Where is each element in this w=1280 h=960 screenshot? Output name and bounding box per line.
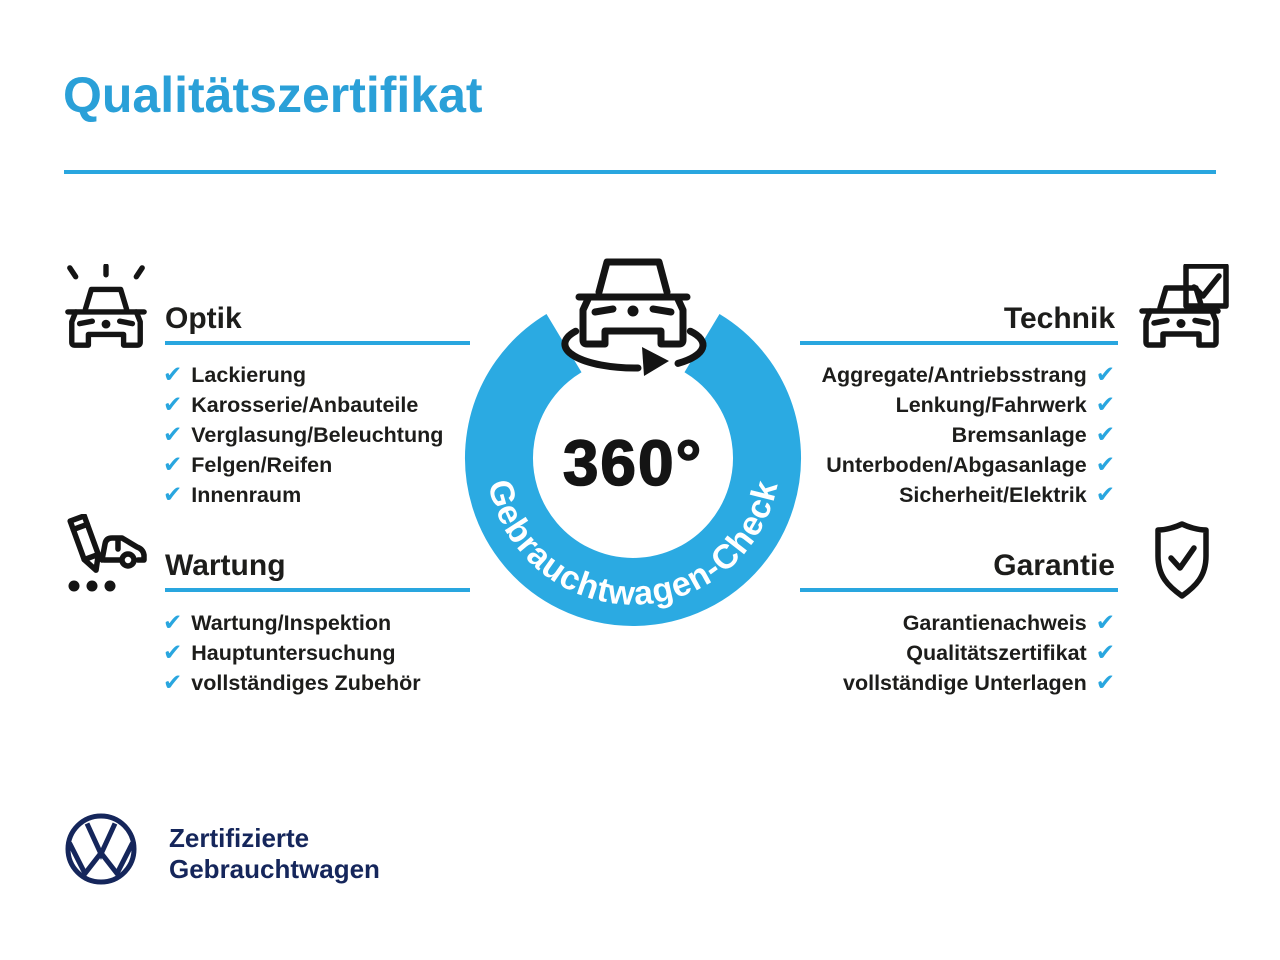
item-label: vollständiges Zubehör bbox=[191, 670, 421, 695]
section-title-technik: Technik bbox=[1003, 302, 1115, 335]
service-pencil-car-icon bbox=[67, 514, 147, 592]
checklist-item: Lenkung/Fahrwerk ✔ bbox=[695, 390, 1115, 420]
checklist-item: ✔ vollständiges Zubehör bbox=[163, 668, 421, 698]
check-icon: ✔ bbox=[163, 390, 183, 417]
checklist-garantie: Garantienachweis ✔ Qualitätszertifikat ✔ v… bbox=[695, 608, 1115, 698]
item-label: Verglasung/Beleuchtung bbox=[191, 422, 444, 447]
section-title-optik: Optik bbox=[165, 302, 242, 335]
item-label: Aggregate/Antriebsstrang bbox=[821, 362, 1087, 387]
footer-claim-line2: Gebrauchtwagen bbox=[169, 854, 380, 884]
check-icon: ✔ bbox=[1095, 668, 1115, 695]
car-shine-icon bbox=[65, 264, 147, 348]
shield-check-icon bbox=[1155, 521, 1209, 599]
check-icon: ✔ bbox=[163, 608, 183, 635]
check-icon: ✔ bbox=[1095, 420, 1115, 447]
checklist-item: ✔ Felgen/Reifen bbox=[163, 450, 443, 480]
check-icon: ✔ bbox=[1095, 480, 1115, 507]
item-label: Innenraum bbox=[191, 482, 302, 507]
checklist-item: Sicherheit/Elektrik ✔ bbox=[695, 480, 1115, 510]
checklist-item: Unterboden/Abgasanlage ✔ bbox=[695, 450, 1115, 480]
check-icon: ✔ bbox=[1095, 638, 1115, 665]
degrees-label: 360° bbox=[563, 427, 703, 499]
item-label: Garantienachweis bbox=[902, 610, 1087, 635]
section-underline-optik bbox=[165, 341, 470, 345]
item-label: Lackierung bbox=[191, 362, 306, 387]
item-label: Felgen/Reifen bbox=[191, 452, 333, 477]
check-icon: ✔ bbox=[163, 450, 183, 477]
checklist-item: ✔ Karosserie/Anbauteile bbox=[163, 390, 443, 420]
checklist-item: Garantienachweis ✔ bbox=[695, 608, 1115, 638]
check-icon: ✔ bbox=[1095, 450, 1115, 477]
item-label: Wartung/Inspektion bbox=[191, 610, 392, 635]
car-360-rotation-icon bbox=[561, 258, 707, 376]
item-label: Lenkung/Fahrwerk bbox=[895, 392, 1087, 417]
checklist-technik: Aggregate/Antriebsstrang ✔ Lenkung/Fahrwe… bbox=[695, 360, 1116, 510]
checklist-item: ✔ Lackierung bbox=[163, 360, 443, 390]
check-icon: ✔ bbox=[1095, 390, 1115, 417]
check-icon: ✔ bbox=[163, 420, 183, 447]
section-underline-garantie bbox=[800, 588, 1118, 592]
check-icon: ✔ bbox=[163, 360, 183, 387]
section-underline-wartung bbox=[165, 588, 470, 592]
item-label: Hauptuntersuchung bbox=[191, 640, 396, 665]
check-icon: ✔ bbox=[163, 668, 183, 695]
item-label: Unterboden/Abgasanlage bbox=[826, 452, 1087, 477]
check-icon: ✔ bbox=[163, 480, 183, 507]
checklist-item: ✔ Hauptuntersuchung bbox=[163, 638, 421, 668]
item-label: Qualitätszertifikat bbox=[906, 640, 1087, 665]
title-divider bbox=[64, 170, 1216, 174]
item-label: Bremsanlage bbox=[951, 422, 1087, 447]
checklist-item: Bremsanlage ✔ bbox=[695, 420, 1115, 450]
vw-logo bbox=[65, 813, 137, 885]
section-underline-technik bbox=[800, 341, 1118, 345]
check-icon: ✔ bbox=[1095, 360, 1115, 387]
checklist-wartung: ✔ Wartung/Inspektion ✔ Hauptuntersuchung ✔… bbox=[163, 608, 421, 698]
ring-arc bbox=[465, 313, 801, 626]
section-title-wartung: Wartung bbox=[165, 549, 286, 582]
checklist-item: ✔ Innenraum bbox=[163, 480, 443, 510]
section-title-garantie: Garantie bbox=[993, 549, 1115, 582]
footer-claim-line1: Zertifizierte bbox=[169, 823, 310, 853]
check-icon: ✔ bbox=[163, 638, 183, 665]
checklist-item: ✔ Wartung/Inspektion bbox=[163, 608, 421, 638]
car-checkbox-icon bbox=[1139, 264, 1229, 348]
360-check-ring: Gebrauchtwagen-Check 360° bbox=[465, 258, 801, 626]
item-label: vollständige Unterlagen bbox=[843, 670, 1087, 695]
check-icon: ✔ bbox=[1095, 608, 1115, 635]
checklist-item: vollständige Unterlagen ✔ bbox=[695, 668, 1115, 698]
page-title: Qualitätszertifikat bbox=[63, 67, 483, 123]
checklist-item: Aggregate/Antriebsstrang ✔ bbox=[695, 360, 1116, 390]
checklist-item: ✔ Verglasung/Beleuchtung bbox=[163, 420, 443, 450]
checklist-optik: ✔ Lackierung ✔ Karosserie/Anbauteile ✔ Verg… bbox=[163, 360, 443, 510]
item-label: Karosserie/Anbauteile bbox=[191, 392, 419, 417]
item-label: Sicherheit/Elektrik bbox=[899, 482, 1087, 507]
checklist-item: Qualitätszertifikat ✔ bbox=[695, 638, 1115, 668]
footer-claim: Zertifizierte Gebrauchtwagen bbox=[169, 823, 380, 885]
